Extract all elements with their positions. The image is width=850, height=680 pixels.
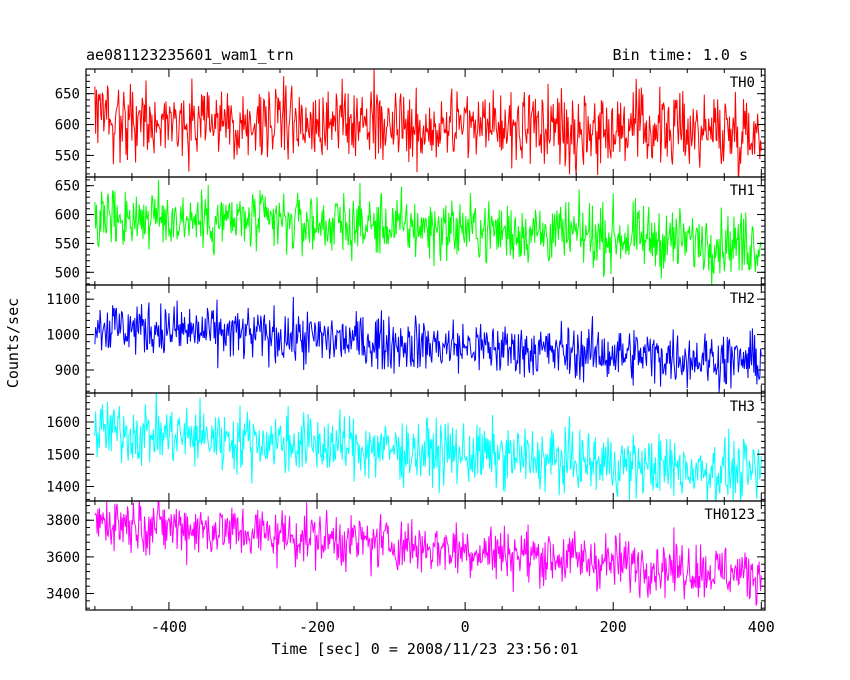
y-tick-label: 900: [55, 363, 80, 379]
panel-label-th0: TH0: [730, 75, 755, 91]
series-line-th0: [94, 69, 762, 177]
x-tick-label: -200: [299, 618, 335, 636]
y-tick-label: 3800: [46, 513, 80, 529]
y-tick-label: 3600: [46, 550, 80, 566]
x-axis-label: Time [sec] 0 = 2008/11/23 23:56:01: [271, 640, 578, 658]
x-tick-label: 0: [461, 618, 470, 636]
panel-th1: 500 550 600 650 TH1: [55, 176, 766, 286]
panel-label-th2: TH2: [730, 291, 755, 307]
panel-th2: 900 1000 1100 TH2: [46, 284, 766, 394]
chart-title: ae081123235601_wam1_trn: [86, 46, 294, 64]
series-line-th2: [94, 296, 762, 393]
x-tick-label: 200: [600, 618, 627, 636]
panel-label-th3: TH3: [730, 399, 755, 415]
panel-stack: 550 600 650 TH0 500 550 600 650 TH1 900 1000 1100 TH…: [46, 68, 775, 636]
panel-frame: [85, 176, 766, 286]
bin-time-label: Bin time: 1.0 s: [613, 46, 748, 64]
y-tick-label: 1600: [46, 415, 80, 431]
series-line-th1: [94, 179, 762, 285]
panel-label-th0123: TH0123: [704, 507, 755, 523]
panel-th0123: 3400 3600 3800 TH0123: [46, 500, 766, 611]
y-tick-label: 1400: [46, 479, 80, 495]
panel-label-th1: TH1: [730, 183, 755, 199]
y-tick-label: 1500: [46, 447, 80, 463]
y-tick-label: 600: [55, 118, 80, 134]
y-tick-label: 3400: [46, 587, 80, 603]
y-tick-label: 1000: [46, 328, 80, 344]
y-tick-label: 650: [55, 179, 80, 195]
y-tick-label: 500: [55, 265, 80, 281]
x-tick-label: 400: [748, 618, 775, 636]
series-line-th3: [94, 393, 762, 501]
y-axis-label: Counts/sec: [4, 298, 22, 388]
panel-th3: 1400 1500 1600 TH3: [46, 392, 766, 502]
series-line-th0123: [94, 501, 762, 606]
panel-frame: [85, 500, 766, 611]
panel-th0: 550 600 650 TH0: [55, 68, 766, 178]
x-tick-label: -400: [151, 618, 187, 636]
y-tick-label: 600: [55, 208, 80, 224]
y-tick-label: 550: [55, 236, 80, 252]
y-tick-label: 650: [55, 87, 80, 103]
y-tick-label: 1100: [46, 292, 80, 308]
y-tick-label: 550: [55, 148, 80, 164]
